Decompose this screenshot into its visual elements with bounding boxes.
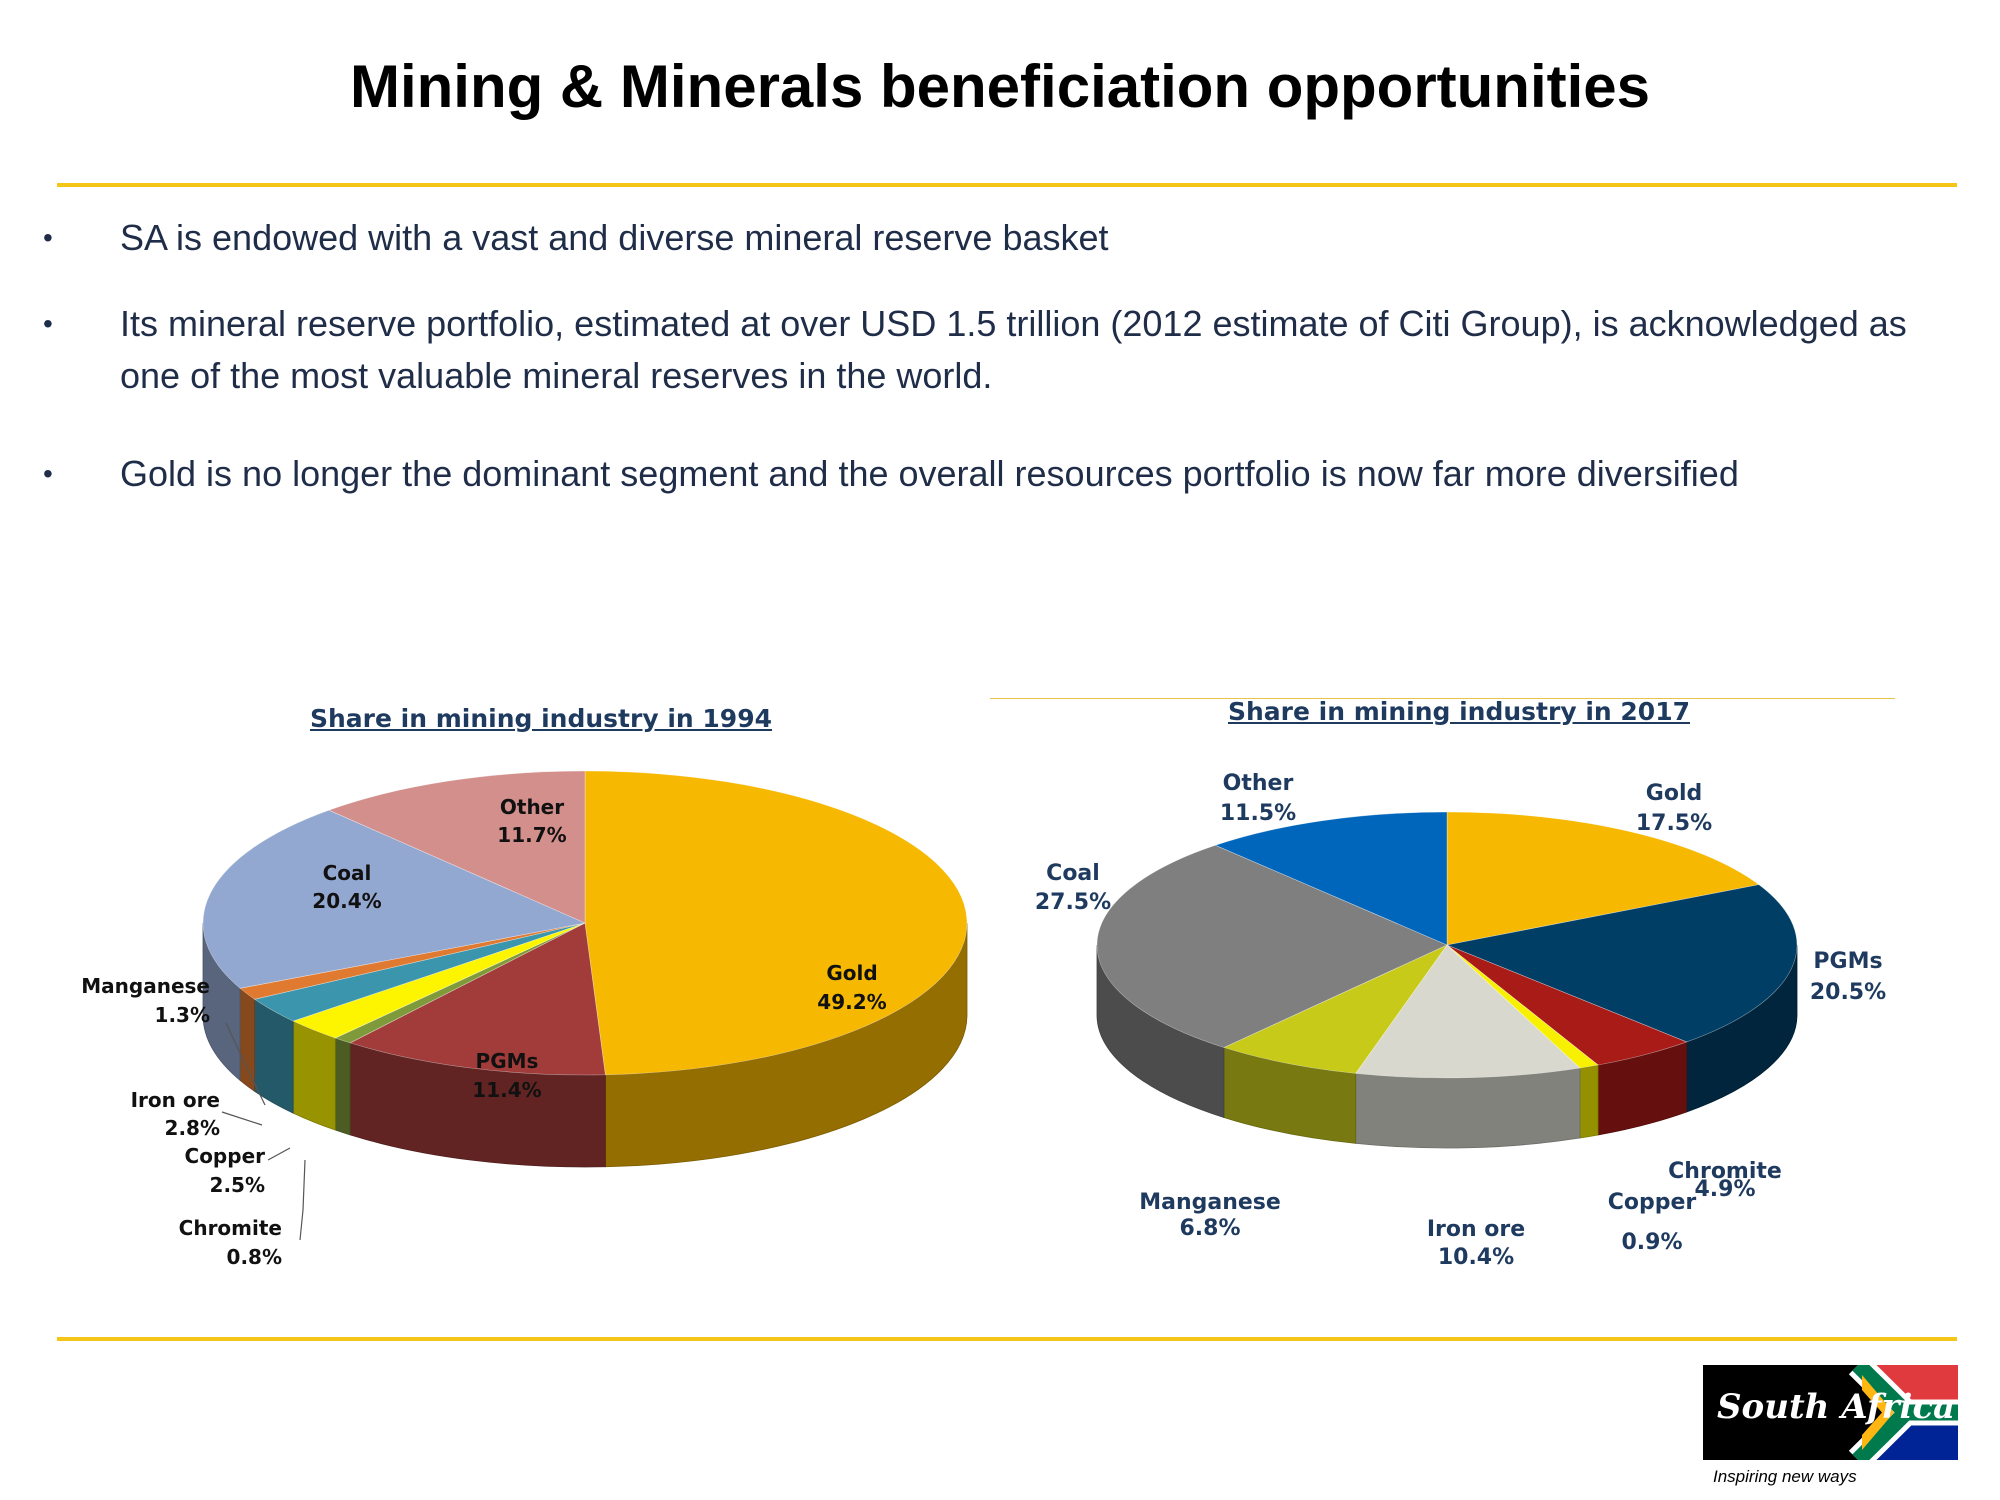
slice-pgms xyxy=(349,922,606,1076)
slice-iron-ore xyxy=(1355,944,1581,1079)
bullet-dot-icon: • xyxy=(43,308,53,339)
slice-other xyxy=(1214,811,1448,946)
south-africa-logo: South Africa xyxy=(1703,1365,1958,1460)
slice-manganese xyxy=(1223,944,1448,1074)
label-name-iron-ore: Iron ore xyxy=(131,1088,220,1112)
label-value-manganese: 6.8% xyxy=(1179,1216,1240,1241)
label-value-pgms: 11.4% xyxy=(472,1078,541,1102)
bottom-divider xyxy=(57,1337,1957,1341)
bullet-item: • SA is endowed with a vast and diverse … xyxy=(40,212,1940,264)
label-value-gold: 17.5% xyxy=(1636,811,1712,836)
label-value-iron-ore: 2.8% xyxy=(165,1116,220,1140)
leader-line-manganese xyxy=(225,1022,266,1106)
label-value-manganese: 1.3% xyxy=(155,1003,210,1027)
slice-side-copper xyxy=(292,1020,336,1131)
chart-2017-title: Share in mining industry in 2017 xyxy=(1228,697,1690,726)
bullet-item: • Gold is no longer the dominant segment… xyxy=(40,448,1940,500)
chart-1994-title: Share in mining industry in 1994 xyxy=(310,704,772,733)
label-value-copper: 2.5% xyxy=(210,1173,265,1197)
pie-charts-canvas: Gold 49.2% PGMs 11.4% Chromite 0.8% Copper 2.5%… xyxy=(81,770,1886,1270)
slice-coal xyxy=(1096,844,1448,1048)
label-value-pgms: 20.5% xyxy=(1810,980,1886,1005)
label-name-manganese: Manganese xyxy=(1139,1190,1281,1215)
label-name-pgms: PGMs xyxy=(1813,949,1882,974)
label-name-coal: Coal xyxy=(1046,861,1100,886)
slice-pgms xyxy=(1445,884,1798,1043)
label-value-copper: 0.9% xyxy=(1621,1230,1682,1255)
slice-side-chromite xyxy=(334,1037,351,1136)
leader-line-chromite xyxy=(299,1159,306,1241)
bullet-dot-icon: • xyxy=(43,458,53,489)
bullet-item: • Its mineral reserve portfolio, estimat… xyxy=(40,298,1940,402)
slice-gold xyxy=(1446,811,1760,946)
flag-icon xyxy=(1848,1365,1958,1460)
flag-black-triangle xyxy=(1854,1381,1882,1444)
label-value-iron-ore: 10.4% xyxy=(1438,1245,1514,1270)
label-name-chromite: Chromite xyxy=(179,1216,282,1240)
label-value-other: 11.7% xyxy=(497,823,566,847)
bullet-dot-icon: • xyxy=(43,222,53,253)
slice-gold xyxy=(584,770,968,1076)
bullet-text: SA is endowed with a vast and diverse mi… xyxy=(120,217,1109,258)
label-value-other: 11.5% xyxy=(1220,801,1296,826)
label-name-other: Other xyxy=(1223,771,1294,796)
label-name-gold: Gold xyxy=(826,961,877,985)
label-value-coal: 27.5% xyxy=(1035,890,1111,915)
bullet-text: Its mineral reserve portfolio, estimated… xyxy=(120,303,1907,396)
label-value-coal: 20.4% xyxy=(312,889,381,913)
flag-green-pall xyxy=(1852,1365,1958,1460)
label-name-pgms: PGMs xyxy=(476,1049,539,1073)
bullet-list: • SA is endowed with a vast and diverse … xyxy=(40,212,1940,500)
bullet-text: Gold is no longer the dominant segment a… xyxy=(120,453,1739,494)
slide-title: Mining & Minerals beneficiation opportun… xyxy=(349,53,1651,120)
label-name-chromite: Chromite xyxy=(1668,1159,1782,1184)
label-name-copper: Copper xyxy=(1608,1190,1697,1215)
label-value-gold: 49.2% xyxy=(817,990,886,1014)
label-name-coal: Coal xyxy=(323,861,372,885)
chart-top-rule xyxy=(990,698,1895,699)
logo-tagline: Inspiring new ways xyxy=(1713,1467,1857,1486)
slice-coal xyxy=(202,809,587,989)
logo-wordmark: South Africa xyxy=(1717,1387,1956,1427)
label-name-copper: Copper xyxy=(185,1144,266,1168)
leader-line-iron-ore xyxy=(221,1111,263,1126)
label-name-iron-ore: Iron ore xyxy=(1427,1217,1525,1242)
slice-other xyxy=(328,770,586,924)
top-divider xyxy=(57,183,1957,187)
slice-side-manganese xyxy=(239,987,255,1093)
slice-side-copper xyxy=(1579,1064,1599,1139)
pie-1994: Gold 49.2% PGMs 11.4% Chromite 0.8% Copper 2.5%… xyxy=(81,770,968,1269)
label-value-chromite: 0.8% xyxy=(227,1245,282,1269)
label-name-other: Other xyxy=(500,795,564,819)
label-name-gold: Gold xyxy=(1646,781,1702,806)
slice-side-iron-ore xyxy=(1355,1067,1581,1149)
label-value-chromite: 4.9% xyxy=(1694,1177,1755,1202)
label-name-manganese: Manganese xyxy=(81,974,210,998)
leader-line-copper xyxy=(267,1147,291,1161)
